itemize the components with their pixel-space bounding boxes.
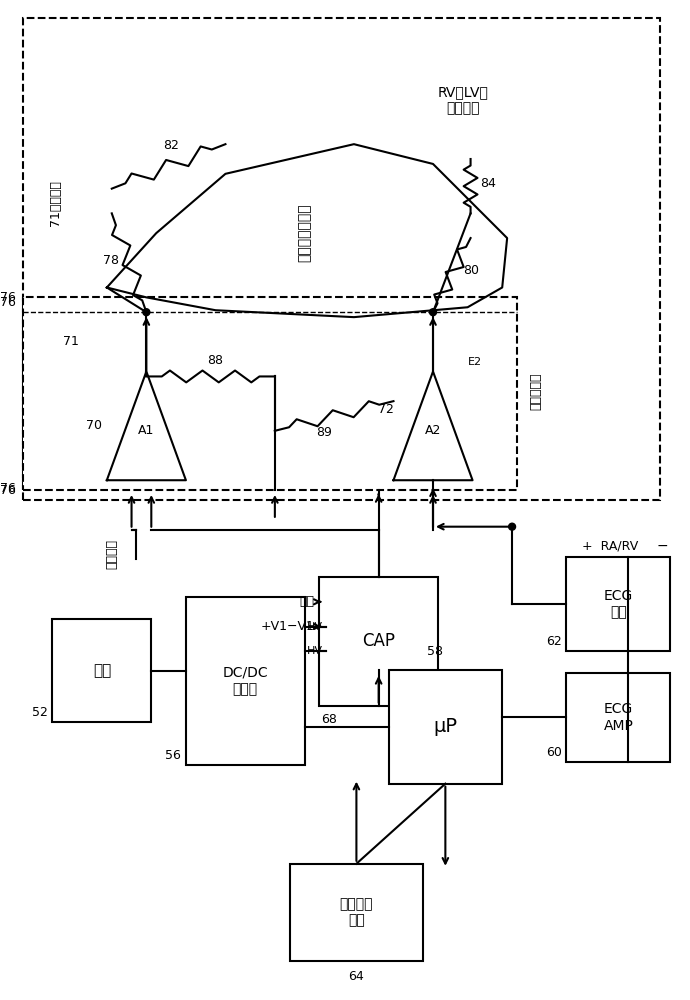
Circle shape [143, 309, 150, 316]
Text: 71（热罐）: 71（热罐） [49, 181, 62, 226]
Text: E2: E2 [468, 357, 482, 367]
Text: 78: 78 [103, 254, 119, 267]
Text: 82: 82 [163, 139, 179, 152]
Text: +  RA/RV: + RA/RV [582, 539, 638, 552]
Circle shape [509, 523, 515, 530]
Bar [319, 577, 438, 706]
Text: −: − [656, 538, 668, 552]
Text: +V1−V1: +V1−V1 [261, 620, 315, 633]
Text: 88: 88 [208, 354, 224, 367]
Circle shape [430, 309, 437, 316]
Text: 62: 62 [546, 635, 562, 648]
Text: ECG
AMP: ECG AMP [603, 702, 633, 733]
Text: 72: 72 [377, 403, 393, 416]
Text: 波形输入: 波形输入 [106, 539, 118, 569]
Text: A1: A1 [138, 424, 155, 437]
Text: 70: 70 [86, 419, 102, 432]
Text: 52: 52 [32, 706, 48, 719]
Text: 高压: 高压 [299, 595, 315, 608]
Text: 80: 80 [463, 264, 479, 277]
Text: CAP: CAP [362, 632, 395, 650]
Text: 60: 60 [546, 746, 562, 759]
Text: HV: HV [306, 646, 322, 656]
Text: 56: 56 [165, 749, 181, 762]
Bar [186, 597, 304, 765]
Text: 放大器阵列: 放大器阵列 [529, 373, 542, 410]
Bar [566, 673, 670, 762]
Text: 64: 64 [348, 970, 364, 983]
Text: HV: HV [306, 622, 322, 632]
Text: 89: 89 [316, 426, 332, 439]
Text: DC/DC
转换器: DC/DC 转换器 [222, 666, 268, 696]
Text: μP: μP [433, 717, 457, 736]
Text: 76: 76 [0, 296, 16, 309]
Text: A2: A2 [425, 424, 441, 437]
Text: 76: 76 [0, 484, 16, 497]
Text: 起博传感
电路: 起博传感 电路 [339, 897, 373, 927]
Text: 58: 58 [428, 645, 444, 658]
Text: 76: 76 [0, 482, 16, 495]
Bar [388, 670, 502, 784]
Text: 电池: 电池 [92, 663, 111, 678]
Bar [52, 619, 151, 722]
Text: 胸阻抗（负载）: 胸阻抗（负载） [297, 204, 311, 262]
Bar [23, 18, 660, 500]
Bar [23, 297, 517, 490]
Text: 84: 84 [480, 177, 496, 190]
Text: 68: 68 [322, 713, 337, 726]
Bar [290, 864, 423, 961]
Text: ECG
传感: ECG 传感 [604, 589, 633, 619]
Text: RV、LV的
电阵模块: RV、LV的 电阵模块 [437, 85, 488, 115]
Bar [566, 557, 670, 651]
Text: 76: 76 [0, 291, 16, 304]
Text: 71: 71 [63, 335, 79, 348]
